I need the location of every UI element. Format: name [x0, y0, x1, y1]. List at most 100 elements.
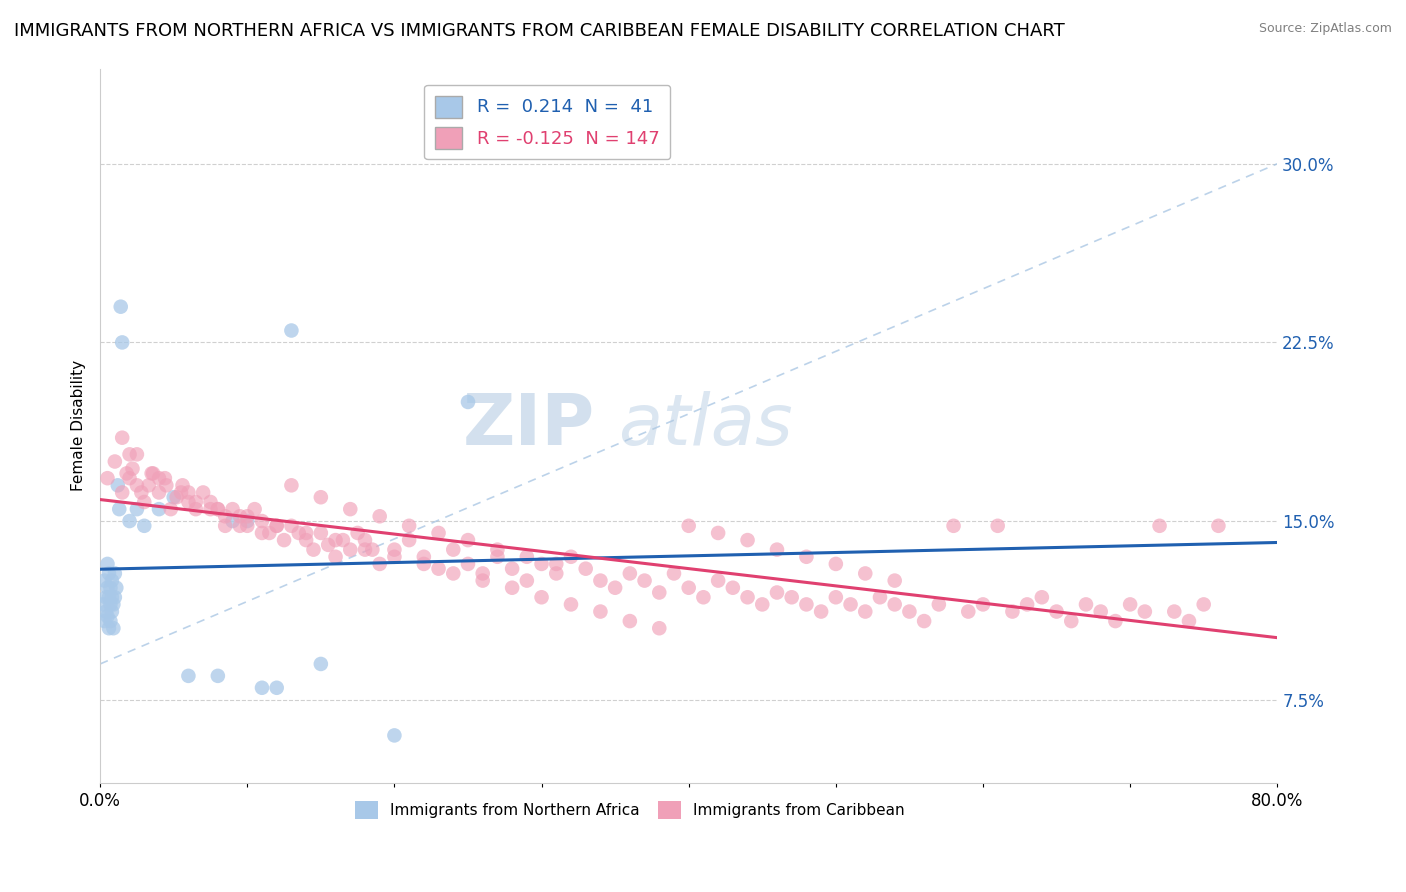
- Point: [898, 605, 921, 619]
- Point: [100, 581, 122, 595]
- Point: [692, 591, 714, 605]
- Point: [118, 471, 141, 485]
- Y-axis label: Female Disability: Female Disability: [72, 360, 86, 491]
- Legend: Immigrants from Northern Africa, Immigrants from Caribbean: Immigrants from Northern Africa, Immigra…: [349, 795, 911, 825]
- Point: [589, 574, 612, 588]
- Point: [384, 549, 406, 564]
- Point: [824, 591, 846, 605]
- Point: [869, 591, 891, 605]
- Point: [339, 502, 361, 516]
- Point: [633, 574, 655, 588]
- Point: [243, 502, 266, 516]
- Point: [96, 557, 118, 571]
- Point: [229, 518, 252, 533]
- Point: [273, 533, 295, 547]
- Point: [883, 574, 905, 588]
- Point: [125, 447, 148, 461]
- Point: [101, 605, 124, 619]
- Point: [142, 467, 165, 481]
- Point: [707, 574, 730, 588]
- Point: [766, 542, 789, 557]
- Point: [325, 549, 347, 564]
- Point: [501, 581, 523, 595]
- Point: [339, 542, 361, 557]
- Point: [368, 557, 391, 571]
- Point: [111, 431, 134, 445]
- Point: [236, 518, 259, 533]
- Point: [110, 300, 132, 314]
- Point: [957, 605, 980, 619]
- Point: [107, 478, 129, 492]
- Point: [1001, 605, 1024, 619]
- Point: [737, 591, 759, 605]
- Point: [103, 621, 125, 635]
- Point: [177, 669, 200, 683]
- Point: [942, 518, 965, 533]
- Point: [104, 591, 127, 605]
- Point: [125, 478, 148, 492]
- Point: [207, 502, 229, 516]
- Point: [295, 525, 318, 540]
- Point: [91, 598, 114, 612]
- Point: [883, 598, 905, 612]
- Point: [121, 461, 143, 475]
- Point: [912, 614, 935, 628]
- Point: [97, 566, 120, 581]
- Point: [361, 542, 384, 557]
- Point: [155, 478, 177, 492]
- Point: [678, 518, 700, 533]
- Point: [200, 502, 222, 516]
- Point: [111, 335, 134, 350]
- Point: [280, 478, 302, 492]
- Point: [560, 598, 582, 612]
- Point: [266, 518, 288, 533]
- Point: [384, 542, 406, 557]
- Point: [184, 495, 207, 509]
- Point: [810, 605, 832, 619]
- Point: [853, 566, 876, 581]
- Point: [96, 471, 118, 485]
- Point: [619, 566, 641, 581]
- Point: [516, 549, 538, 564]
- Point: [354, 542, 377, 557]
- Point: [354, 533, 377, 547]
- Point: [427, 525, 450, 540]
- Point: [96, 609, 118, 624]
- Point: [287, 525, 309, 540]
- Point: [170, 485, 193, 500]
- Point: [546, 566, 568, 581]
- Point: [131, 485, 153, 500]
- Point: [721, 581, 744, 595]
- Point: [184, 502, 207, 516]
- Point: [398, 533, 420, 547]
- Text: Source: ZipAtlas.com: Source: ZipAtlas.com: [1258, 22, 1392, 36]
- Point: [100, 614, 122, 628]
- Point: [221, 502, 243, 516]
- Point: [108, 502, 131, 516]
- Point: [1031, 591, 1053, 605]
- Point: [177, 495, 200, 509]
- Point: [662, 566, 685, 581]
- Point: [648, 621, 671, 635]
- Point: [516, 574, 538, 588]
- Point: [163, 490, 186, 504]
- Point: [1074, 598, 1097, 612]
- Point: [796, 549, 818, 564]
- Point: [250, 525, 273, 540]
- Point: [134, 495, 156, 509]
- Point: [105, 581, 128, 595]
- Point: [384, 728, 406, 742]
- Point: [1045, 605, 1067, 619]
- Point: [325, 533, 347, 547]
- Point: [101, 574, 124, 588]
- Point: [236, 509, 259, 524]
- Point: [166, 490, 188, 504]
- Point: [295, 533, 318, 547]
- Point: [125, 502, 148, 516]
- Text: IMMIGRANTS FROM NORTHERN AFRICA VS IMMIGRANTS FROM CARIBBEAN FEMALE DISABILITY C: IMMIGRANTS FROM NORTHERN AFRICA VS IMMIG…: [14, 22, 1064, 40]
- Point: [368, 509, 391, 524]
- Point: [148, 502, 170, 516]
- Point: [1060, 614, 1083, 628]
- Point: [346, 525, 368, 540]
- Point: [97, 621, 120, 635]
